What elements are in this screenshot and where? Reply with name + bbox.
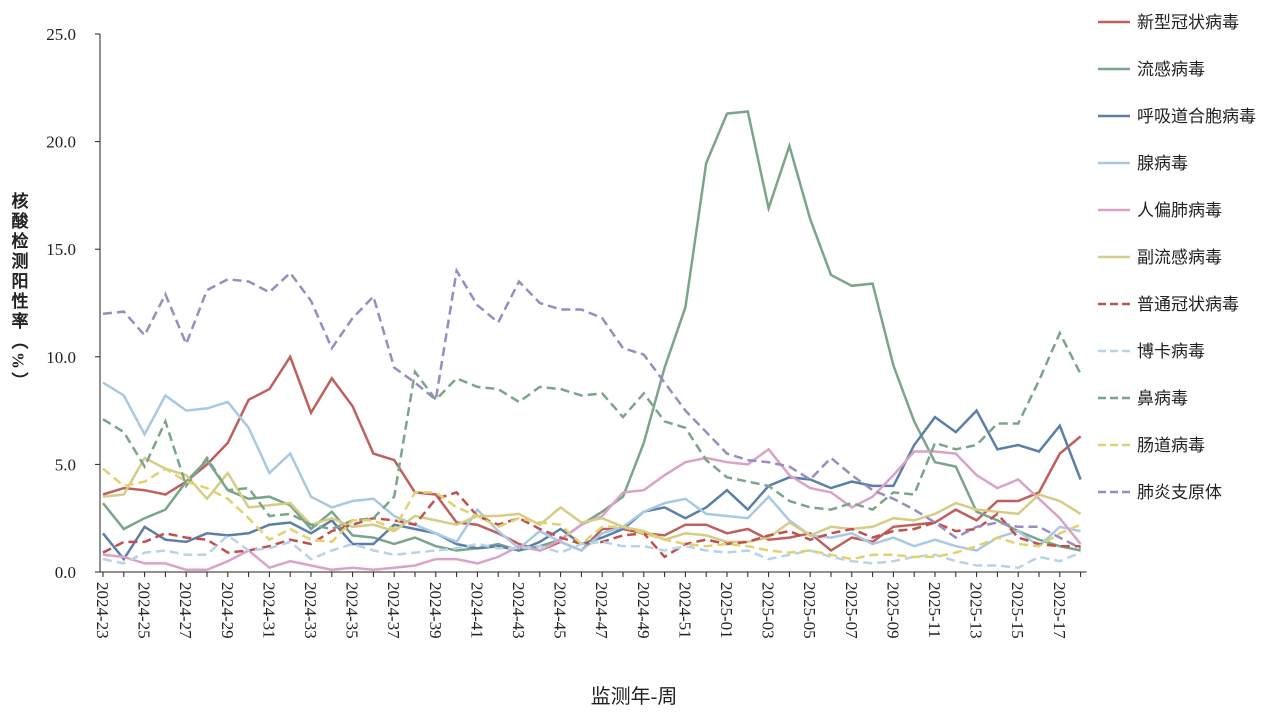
y-tick-label: 15.0 bbox=[46, 240, 76, 259]
x-tick-label: 2024-25 bbox=[135, 582, 154, 639]
legend-label: 肠道病毒 bbox=[1137, 436, 1205, 455]
x-tick-label: 2025-15 bbox=[1008, 582, 1027, 639]
legend-label: 肺炎支原体 bbox=[1137, 483, 1222, 502]
series-line bbox=[102, 456, 1082, 544]
x-tick-label: 2024-43 bbox=[509, 582, 528, 639]
series-line bbox=[102, 533, 1082, 569]
legend-label: 鼻病毒 bbox=[1137, 389, 1188, 408]
legend-label: 人偏肺病毒 bbox=[1137, 201, 1222, 220]
series-line bbox=[102, 110, 1081, 552]
x-tick-label: 2025-07 bbox=[842, 582, 861, 639]
x-tick-label: 2025-11 bbox=[925, 582, 944, 638]
y-tick-label: 25.0 bbox=[46, 25, 76, 44]
legend-label: 普通冠状病毒 bbox=[1137, 295, 1239, 314]
series-line bbox=[102, 267, 1082, 550]
legend-label: 副流感病毒 bbox=[1137, 248, 1222, 267]
x-tick-label: 2024-37 bbox=[384, 582, 403, 639]
x-tick-label: 2024-47 bbox=[592, 582, 611, 639]
x-tick-label: 2025-09 bbox=[883, 582, 902, 639]
y-tick-label: 20.0 bbox=[46, 133, 76, 152]
legend-label: 腺病毒 bbox=[1137, 154, 1188, 173]
x-tick-label: 2024-31 bbox=[259, 582, 278, 639]
y-tick-label: 0.0 bbox=[55, 563, 76, 582]
x-tick-label: 2024-33 bbox=[301, 582, 320, 639]
legend-label: 新型冠状病毒 bbox=[1137, 13, 1239, 32]
x-tick-label: 2025-03 bbox=[759, 582, 778, 639]
x-tick-label: 2025-01 bbox=[717, 582, 736, 639]
x-tick-label: 2024-41 bbox=[467, 582, 486, 639]
x-tick-label: 2024-49 bbox=[634, 582, 653, 639]
y-tick-label: 5.0 bbox=[55, 455, 76, 474]
legend-label: 流感病毒 bbox=[1137, 60, 1205, 79]
series-line bbox=[102, 447, 1082, 572]
series-line bbox=[102, 490, 1081, 559]
series-line bbox=[102, 381, 1081, 552]
x-tick-label: 2024-23 bbox=[93, 582, 112, 639]
legend-label: 呼吸道合胞病毒 bbox=[1137, 107, 1256, 126]
series-line bbox=[102, 467, 1082, 561]
x-axis-title: 监测年-周 bbox=[591, 685, 678, 708]
x-tick-label: 2024-45 bbox=[551, 582, 570, 639]
x-tick-label: 2025-17 bbox=[1050, 582, 1069, 639]
x-tick-label: 2024-29 bbox=[218, 582, 237, 639]
x-tick-label: 2024-39 bbox=[426, 582, 445, 639]
series-line bbox=[102, 330, 1082, 531]
y-tick-label: 10.0 bbox=[46, 348, 76, 367]
x-tick-label: 2024-35 bbox=[343, 582, 362, 639]
x-tick-label: 2024-27 bbox=[176, 582, 195, 639]
x-tick-label: 2025-05 bbox=[800, 582, 819, 639]
legend-label: 博卡病毒 bbox=[1137, 342, 1205, 361]
y-axis-title: 核酸检测阳性率（%） bbox=[9, 191, 29, 392]
x-tick-label: 2025-13 bbox=[967, 582, 986, 639]
x-tick-label: 2024-51 bbox=[675, 582, 694, 639]
